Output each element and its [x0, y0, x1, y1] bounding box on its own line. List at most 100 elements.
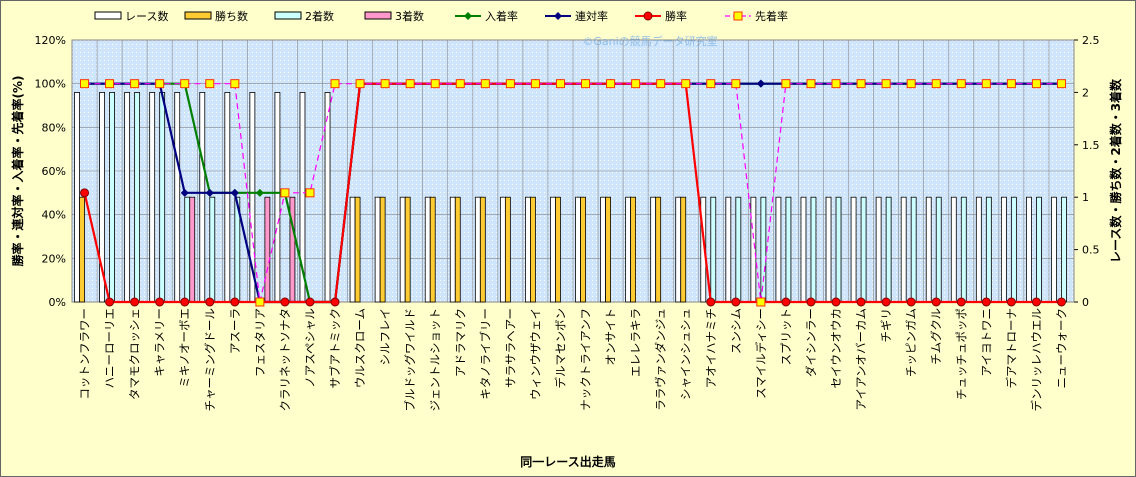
bar [630, 196, 637, 303]
line-marker [806, 79, 816, 89]
y-tick-label: 100% [35, 78, 66, 91]
line-series [84, 83, 1062, 303]
x-tick-label: タマモクロッシェ [128, 308, 142, 400]
line-marker [881, 297, 891, 307]
bar [449, 196, 456, 303]
x-tick-label: チムグクル [929, 308, 943, 365]
bar [264, 196, 271, 303]
bar [800, 196, 807, 303]
x-tick-label: セイウンオウカ [829, 308, 843, 389]
x-tick-label: ウィンウザウェイ [528, 308, 542, 400]
line-marker [505, 79, 515, 89]
bar [74, 92, 80, 303]
bar [960, 196, 967, 303]
bar [900, 196, 907, 303]
x-tick-label: ナックトライアンフ [579, 308, 593, 411]
line-series [83, 82, 1062, 304]
line-marker [1056, 297, 1066, 307]
y2-axis-title: レース数・勝ち数・2着数・3着数 [1108, 78, 1123, 263]
y-tick-label: 40% [42, 209, 66, 222]
bar [950, 196, 957, 303]
y-tick-label: 80% [42, 121, 66, 134]
x-tick-label: アイヨトワニ [979, 308, 993, 376]
line-marker [931, 79, 941, 89]
line-marker [80, 188, 90, 198]
bar [404, 196, 411, 303]
x-tick-label: キタノライブリー [478, 308, 492, 400]
bar [910, 196, 917, 303]
bar [885, 196, 892, 303]
line-marker [330, 79, 340, 89]
bar [379, 196, 386, 303]
bar [499, 196, 506, 303]
bar [680, 196, 687, 303]
line-marker [155, 297, 165, 307]
line-marker [1006, 297, 1016, 307]
x-tick-label: ニューウォーク [1054, 308, 1068, 389]
x-tick-label: ララヴァンダンジュ [654, 308, 668, 411]
bar [625, 196, 632, 303]
line-marker [80, 79, 90, 89]
bar [875, 196, 882, 303]
bar [775, 196, 782, 303]
line-marker [205, 79, 215, 89]
bar [785, 196, 792, 303]
bar [605, 196, 611, 303]
bar [935, 196, 942, 303]
legend-label: 2着数 [305, 9, 334, 23]
bar [1036, 196, 1042, 303]
line-marker [555, 79, 565, 89]
line-marker [130, 297, 140, 307]
legend-marker [643, 11, 653, 21]
line-marker [130, 79, 140, 89]
bar [985, 196, 992, 303]
bar [1010, 196, 1017, 303]
bar [199, 92, 206, 303]
line-marker [956, 297, 966, 307]
x-tick-label: スプリット [779, 308, 793, 366]
x-tick-label: スマイルディシー [754, 308, 768, 399]
x-tick-label: エレレラキラ [629, 308, 643, 377]
x-tick-label: キャラメリー [153, 308, 167, 377]
line-marker [706, 79, 716, 89]
line-marker [581, 79, 591, 89]
x-tick-label: ジェントルショット [428, 308, 442, 412]
bar [174, 92, 181, 303]
line-marker [931, 297, 941, 307]
line-marker [756, 297, 766, 307]
line-marker [105, 297, 115, 307]
line-marker [781, 79, 791, 89]
line-marker [230, 188, 239, 197]
bar [675, 196, 682, 303]
x-tick-label: フェスタリア [253, 308, 267, 377]
x-tick-label: チャーミングドール [203, 308, 217, 411]
bar [760, 196, 767, 303]
bar [354, 196, 361, 303]
x-tick-label: ミキノオーボエ [178, 308, 192, 388]
x-tick-label: スンシム [729, 308, 743, 354]
line-marker [305, 297, 315, 307]
line-marker [981, 297, 991, 307]
line-marker [1056, 79, 1066, 89]
x-tick-label: ノアスペシャル [303, 308, 317, 388]
line-marker [1006, 79, 1016, 89]
bar [109, 92, 115, 303]
bar [835, 196, 842, 303]
x-tick-label: アオイハナミチ [704, 308, 718, 388]
x-tick-label: チュッチュポッポ [954, 308, 968, 400]
y-tick-label: 20% [42, 252, 66, 265]
line-marker [831, 297, 841, 307]
legend-label: レース数 [125, 10, 168, 23]
line-marker [255, 188, 264, 197]
x-tick-label: ウルスクローム [353, 308, 367, 388]
bar [860, 196, 867, 303]
x-axis-title: 同一レース出走馬 [520, 454, 615, 469]
bar [580, 196, 586, 303]
bar [224, 92, 231, 303]
bar [479, 196, 486, 303]
legend-label: 勝率 [665, 9, 687, 23]
x-tick-label: サラサラヘアー [503, 308, 517, 388]
bar [525, 196, 531, 303]
line-marker [956, 79, 966, 89]
legend-label: 勝ち数 [215, 9, 248, 23]
